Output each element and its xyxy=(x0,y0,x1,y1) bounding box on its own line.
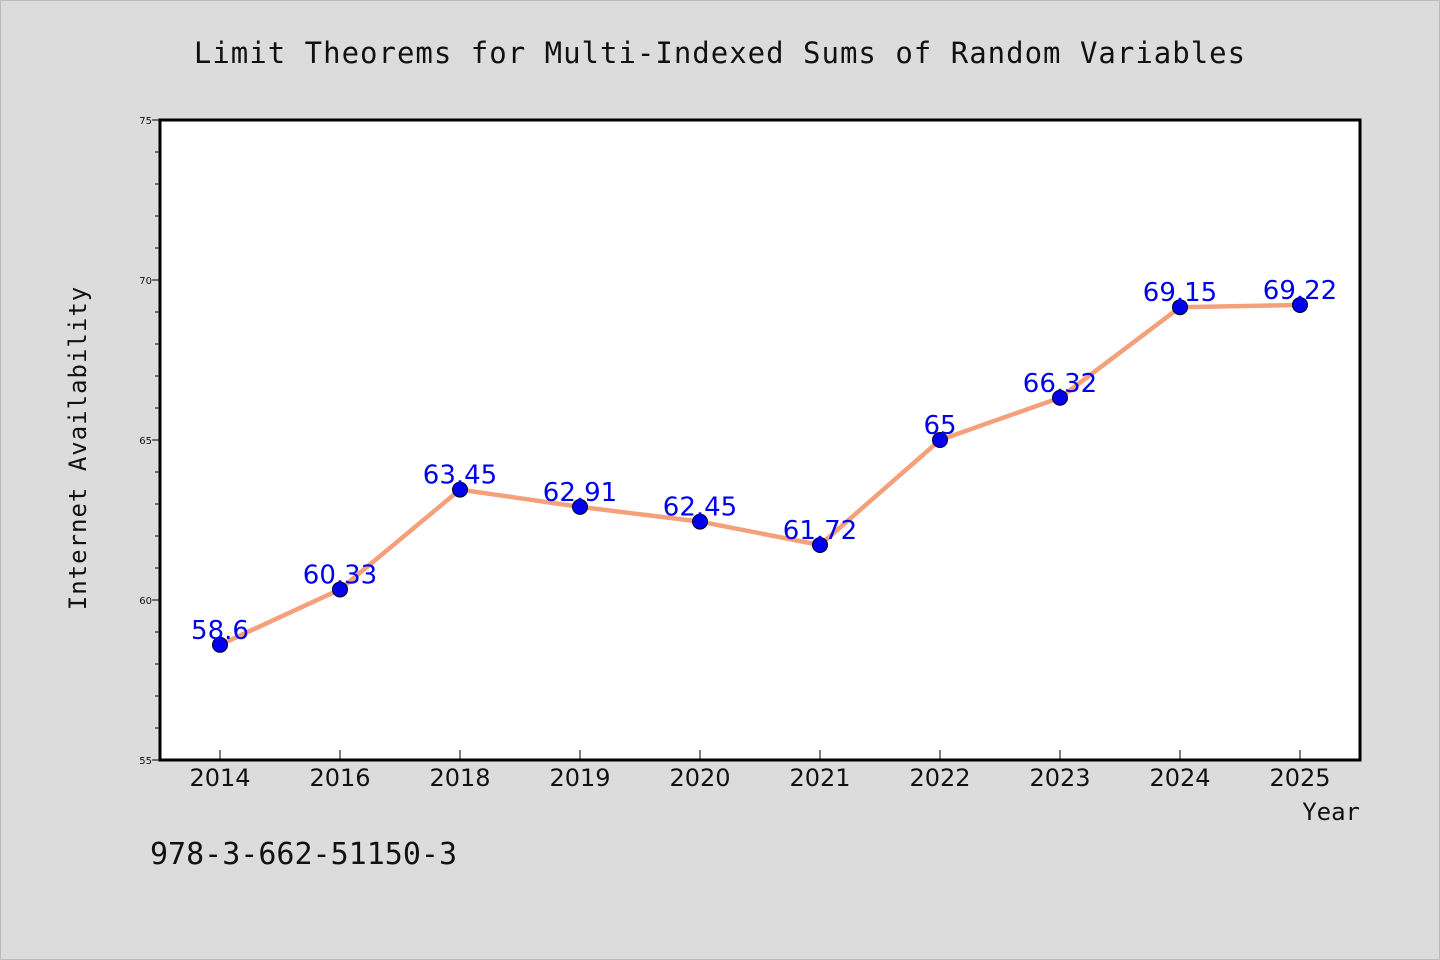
x-axis: 2014 2016 2018 2019 2020 2021 2022 2023 2024 2025 xyxy=(189,750,1331,792)
y-axis-label: Internet Availability xyxy=(64,286,92,610)
data-label: 65 xyxy=(923,411,956,441)
x-tick-label: 2022 xyxy=(909,764,970,792)
y-axis: 55 60 65 70 75 xyxy=(139,116,160,767)
data-point xyxy=(212,636,228,653)
data-label: 63.45 xyxy=(423,461,497,491)
y-tick-label: 75 xyxy=(139,116,152,127)
data-point xyxy=(452,481,468,498)
data-label: 62.45 xyxy=(663,493,737,523)
y-tick-label: 70 xyxy=(139,276,152,287)
footer-text: 978-3-662-51150-3 xyxy=(150,837,457,872)
data-point xyxy=(1172,299,1188,316)
data-points xyxy=(212,296,1308,653)
x-tick-label: 2021 xyxy=(789,764,850,792)
data-point xyxy=(812,536,828,553)
data-point xyxy=(1052,389,1068,406)
data-label: 69.15 xyxy=(1143,278,1217,308)
data-label: 61.72 xyxy=(783,516,857,546)
data-labels: 58.6 60.33 63.45 62.91 62.45 61.72 65 66.32 69.1… xyxy=(191,276,1337,646)
x-tick-label: 2019 xyxy=(549,764,610,792)
data-point xyxy=(1292,296,1308,313)
data-label: 58.6 xyxy=(191,616,249,646)
data-point xyxy=(332,581,348,598)
x-tick-label: 2024 xyxy=(1149,764,1210,792)
data-label: 66.32 xyxy=(1023,369,1097,399)
x-tick-label: 2018 xyxy=(429,764,490,792)
y-tick-label: 55 xyxy=(139,756,152,767)
data-point xyxy=(572,498,588,515)
chart-title: Limit Theorems for Multi-Indexed Sums of… xyxy=(194,36,1246,70)
data-label: 69.22 xyxy=(1263,276,1337,306)
plot-area xyxy=(158,118,1362,762)
y-tick-label: 60 xyxy=(139,596,152,607)
series-line xyxy=(217,302,1303,648)
x-axis-label: Year xyxy=(1302,798,1360,826)
x-tick-label: 2023 xyxy=(1029,764,1090,792)
x-tick-label: 2025 xyxy=(1269,764,1330,792)
x-tick-label: 2020 xyxy=(669,764,730,792)
y-tick-label: 65 xyxy=(139,436,152,447)
data-point xyxy=(932,432,948,448)
data-label: 62.91 xyxy=(543,478,617,508)
data-label: 60.33 xyxy=(303,560,377,590)
data-point xyxy=(692,513,708,530)
x-tick-label: 2014 xyxy=(189,764,250,792)
x-tick-label: 2016 xyxy=(309,764,370,792)
